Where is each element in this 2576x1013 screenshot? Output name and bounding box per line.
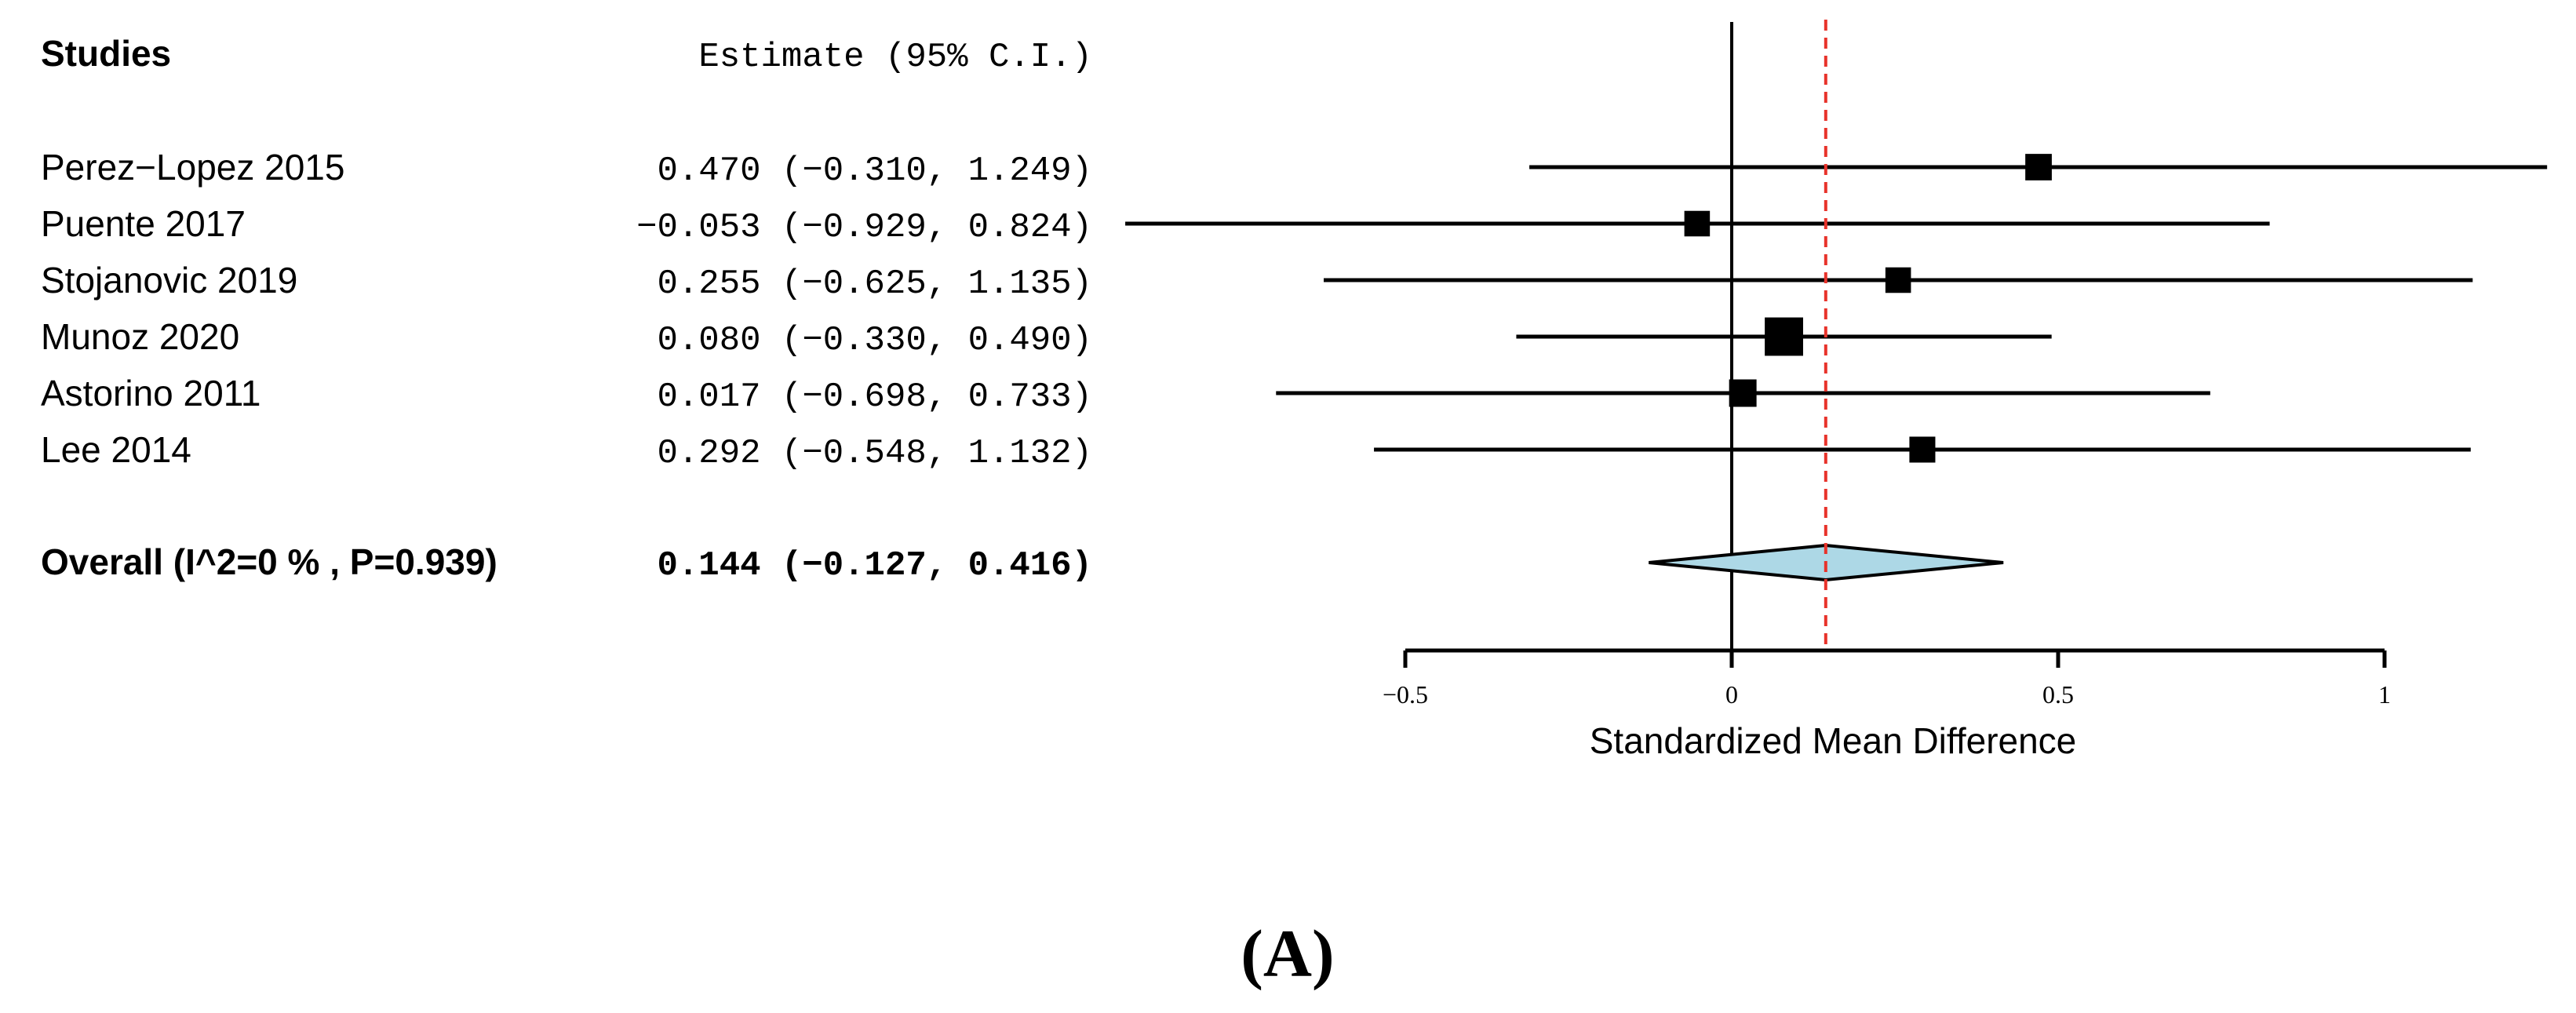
x-tick-label: 0.5 xyxy=(2042,680,2074,709)
point-estimate xyxy=(1684,210,1711,237)
study-estimate-text: 0.470 (−0.310, 1.249) xyxy=(658,151,1093,191)
study-labels: Perez−Lopez 2015 0.470 (−0.310, 1.249) Pue… xyxy=(41,147,1092,473)
point-estimate xyxy=(2025,154,2052,180)
study-estimate-text: 0.017 (−0.698, 0.733) xyxy=(658,377,1093,417)
study-estimate-text: 0.080 (−0.330, 0.490) xyxy=(658,321,1093,360)
estimate-header: Estimate (95% C.I.) xyxy=(698,38,1092,77)
study-name: Munoz 2020 xyxy=(41,316,239,357)
point-estimate xyxy=(1765,317,1803,356)
overall-label: Overall (I^2=0 % , P=0.939) xyxy=(41,541,497,582)
study-name: Astorino 2011 xyxy=(41,373,261,414)
x-axis: −0.5 0 0.5 1 xyxy=(1383,648,2391,709)
study-name: Stojanovic 2019 xyxy=(41,260,297,301)
panel-label: (A) xyxy=(1241,916,1334,991)
study-estimate-text: 0.255 (−0.625, 1.135) xyxy=(658,264,1093,304)
studies-header: Studies xyxy=(41,33,171,74)
x-tick-label: 1 xyxy=(2378,680,2391,709)
overall-estimate-text: 0.144 (−0.127, 0.416) xyxy=(658,546,1093,585)
study-name: Lee 2014 xyxy=(41,429,191,470)
point-estimate xyxy=(1885,267,1911,293)
point-estimate xyxy=(1909,436,1936,463)
point-estimate xyxy=(1729,379,1757,407)
x-axis-label: Standardized Mean Difference xyxy=(1590,720,2077,761)
x-tick-label: 0 xyxy=(1725,680,1738,709)
study-estimate-text: 0.292 (−0.548, 1.132) xyxy=(658,434,1093,473)
study-name: Puente 2017 xyxy=(41,203,246,244)
study-name: Perez−Lopez 2015 xyxy=(41,147,344,188)
plot-area xyxy=(1125,20,2548,650)
x-tick-label: −0.5 xyxy=(1383,680,1428,709)
study-estimate-text: −0.053 (−0.929, 0.824) xyxy=(636,208,1092,247)
